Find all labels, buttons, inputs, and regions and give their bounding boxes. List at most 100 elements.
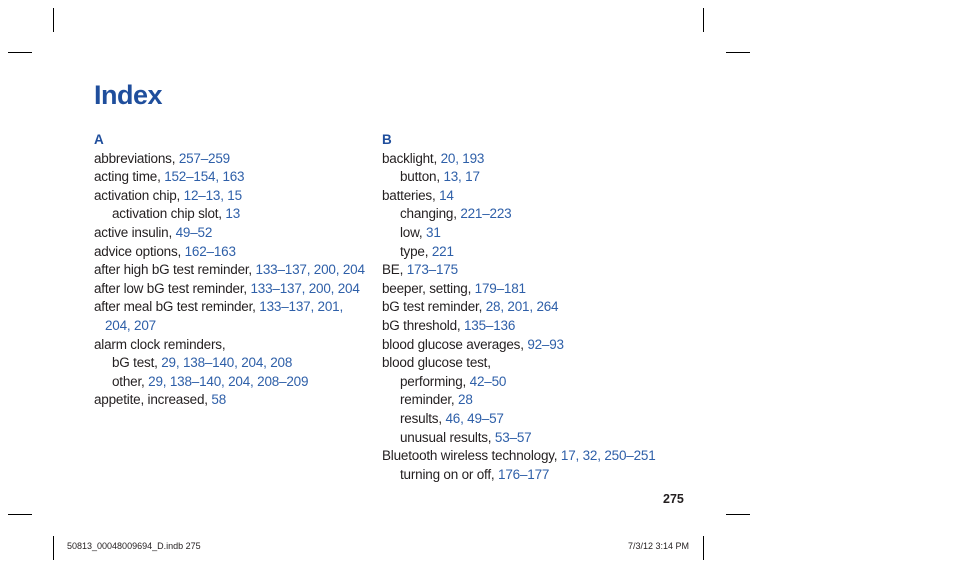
entry-page-refs[interactable]: 53–57: [494, 429, 532, 445]
entry-term: beeper, setting,: [382, 280, 475, 296]
entry-page-refs[interactable]: 42–50: [469, 373, 507, 389]
entry-page-refs[interactable]: 58: [211, 392, 227, 408]
entry-page-refs[interactable]: 20, 193: [440, 150, 485, 166]
index-entry: alarm clock reminders,: [94, 336, 384, 355]
entry-term: alarm clock reminders,: [94, 336, 226, 352]
entry-term: bG threshold,: [382, 317, 464, 333]
entry-page-refs[interactable]: 133–137, 200, 204: [255, 262, 365, 278]
entry-page-refs[interactable]: 257–259: [178, 150, 230, 166]
index-entry: performing, 42–50: [382, 373, 672, 392]
entry-page-refs[interactable]: 179–181: [474, 280, 526, 296]
crop-mark: [53, 8, 54, 32]
entry-page-refs[interactable]: 92–93: [527, 336, 564, 352]
entry-term: after high bG test reminder,: [94, 262, 256, 278]
entry-term: backlight,: [382, 150, 441, 166]
entry-page-refs[interactable]: 176–177: [498, 466, 550, 482]
entry-page-refs[interactable]: 204, 207: [105, 317, 156, 333]
index-entry: type, 221: [382, 243, 672, 262]
entry-term: active insulin,: [94, 224, 176, 240]
entry-term: type,: [400, 243, 432, 259]
entry-term: appetite, increased,: [94, 392, 212, 408]
index-entry: bG test, 29, 138–140, 204, 208: [94, 354, 384, 373]
index-entry: blood glucose test,: [382, 354, 672, 373]
index-entry: after meal bG test reminder, 133–137, 20…: [94, 298, 384, 317]
index-entry: BE, 173–175: [382, 261, 672, 280]
entry-page-refs[interactable]: 29, 138–140, 204, 208: [161, 355, 293, 371]
entry-term: bG test,: [112, 355, 162, 371]
index-entry: results, 46, 49–57: [382, 410, 672, 429]
index-entry: after high bG test reminder, 133–137, 20…: [94, 261, 384, 280]
index-entry: beeper, setting, 179–181: [382, 280, 672, 299]
page-title: Index: [94, 80, 163, 110]
entry-page-refs[interactable]: 133–137, 200, 204: [250, 280, 360, 296]
entry-term: blood glucose averages,: [382, 336, 528, 352]
entry-term: bG test reminder,: [382, 299, 486, 315]
index-entry: blood glucose averages, 92–93: [382, 336, 672, 355]
index-entry: bG threshold, 135–136: [382, 317, 672, 336]
entry-term: turning on or off,: [400, 466, 499, 482]
entry-term: activation chip,: [94, 187, 184, 203]
entry-page-refs[interactable]: 28: [458, 392, 473, 408]
crop-mark: [53, 536, 54, 560]
entry-term: reminder,: [400, 392, 459, 408]
entry-page-refs[interactable]: 135–136: [464, 317, 516, 333]
slug-timestamp: 7/3/12 3:14 PM: [628, 541, 690, 551]
index-entry: unusual results, 53–57: [382, 429, 672, 448]
entry-term: unusual results,: [400, 429, 495, 445]
index-entry: advice options, 162–163: [94, 243, 384, 262]
index-entry: batteries, 14: [382, 187, 672, 206]
entry-term: other,: [112, 373, 149, 389]
entry-page-refs[interactable]: 221: [431, 243, 454, 259]
entry-page-refs[interactable]: 46, 49–57: [445, 410, 504, 426]
index-entry: Bluetooth wireless technology, 17, 32, 2…: [382, 447, 672, 466]
entry-term: BE,: [382, 262, 407, 278]
index-entry: changing, 221–223: [382, 205, 672, 224]
slug-file-info: 50813_00048009694_D.indb 275: [67, 541, 201, 551]
entry-page-refs[interactable]: 13, 17: [443, 169, 480, 185]
index-entry: low, 31: [382, 224, 672, 243]
index-entry: appetite, increased, 58: [94, 391, 384, 410]
index-entry: turning on or off, 176–177: [382, 466, 672, 485]
crop-mark: [703, 536, 704, 560]
entry-term: activation chip slot,: [112, 206, 226, 222]
entry-term: abbreviations,: [94, 150, 179, 166]
entry-term: after meal bG test reminder,: [94, 299, 260, 315]
crop-mark: [726, 52, 750, 53]
entry-page-refs[interactable]: 162–163: [184, 243, 236, 259]
index-entry: acting time, 152–154, 163: [94, 168, 384, 187]
section-letter: B: [382, 132, 392, 147]
index-entry: abbreviations, 257–259: [94, 150, 384, 169]
index-entry: button, 13, 17: [382, 168, 672, 187]
entry-page-refs[interactable]: 31: [426, 224, 441, 240]
index-entry: reminder, 28: [382, 391, 672, 410]
entry-page-refs[interactable]: 49–52: [175, 224, 213, 240]
entry-term: changing,: [400, 206, 461, 222]
crop-mark: [8, 52, 32, 53]
section-letter: A: [94, 132, 104, 147]
entry-term: advice options,: [94, 243, 185, 259]
entry-page-refs[interactable]: 14: [439, 187, 454, 203]
index-column-b: B backlight, 20, 193 button, 13, 17 batter…: [382, 131, 672, 484]
entry-page-refs[interactable]: 13: [225, 206, 241, 222]
entry-page-refs[interactable]: 221–223: [460, 206, 512, 222]
entry-page-refs[interactable]: 17, 32, 250–251: [560, 448, 656, 464]
index-entries: abbreviations, 257–259 acting time, 152–1…: [94, 150, 384, 410]
entry-page-refs[interactable]: 152–154, 163: [164, 169, 245, 185]
entry-page-refs[interactable]: 12–13, 15: [183, 187, 242, 203]
entry-page-refs[interactable]: 29, 138–140, 204, 208–209: [148, 373, 309, 389]
crop-mark: [726, 514, 750, 515]
page-number: 275: [663, 492, 684, 506]
index-column-a: A abbreviations, 257–259 acting time, 152…: [94, 131, 384, 410]
index-entry: bG test reminder, 28, 201, 264: [382, 298, 672, 317]
entry-page-refs[interactable]: 173–175: [406, 262, 458, 278]
index-entry: activation chip slot, 13: [94, 205, 384, 224]
entry-term: results,: [400, 410, 446, 426]
index-entry: backlight, 20, 193: [382, 150, 672, 169]
index-entry: after low bG test reminder, 133–137, 200…: [94, 280, 384, 299]
entry-page-refs[interactable]: 28, 201, 264: [485, 299, 559, 315]
index-entry: active insulin, 49–52: [94, 224, 384, 243]
index-entry: activation chip, 12–13, 15: [94, 187, 384, 206]
index-entries: backlight, 20, 193 button, 13, 17 batterie…: [382, 150, 672, 485]
entry-page-refs[interactable]: 133–137, 201,: [259, 299, 344, 315]
entry-term: Bluetooth wireless technology,: [382, 448, 561, 464]
